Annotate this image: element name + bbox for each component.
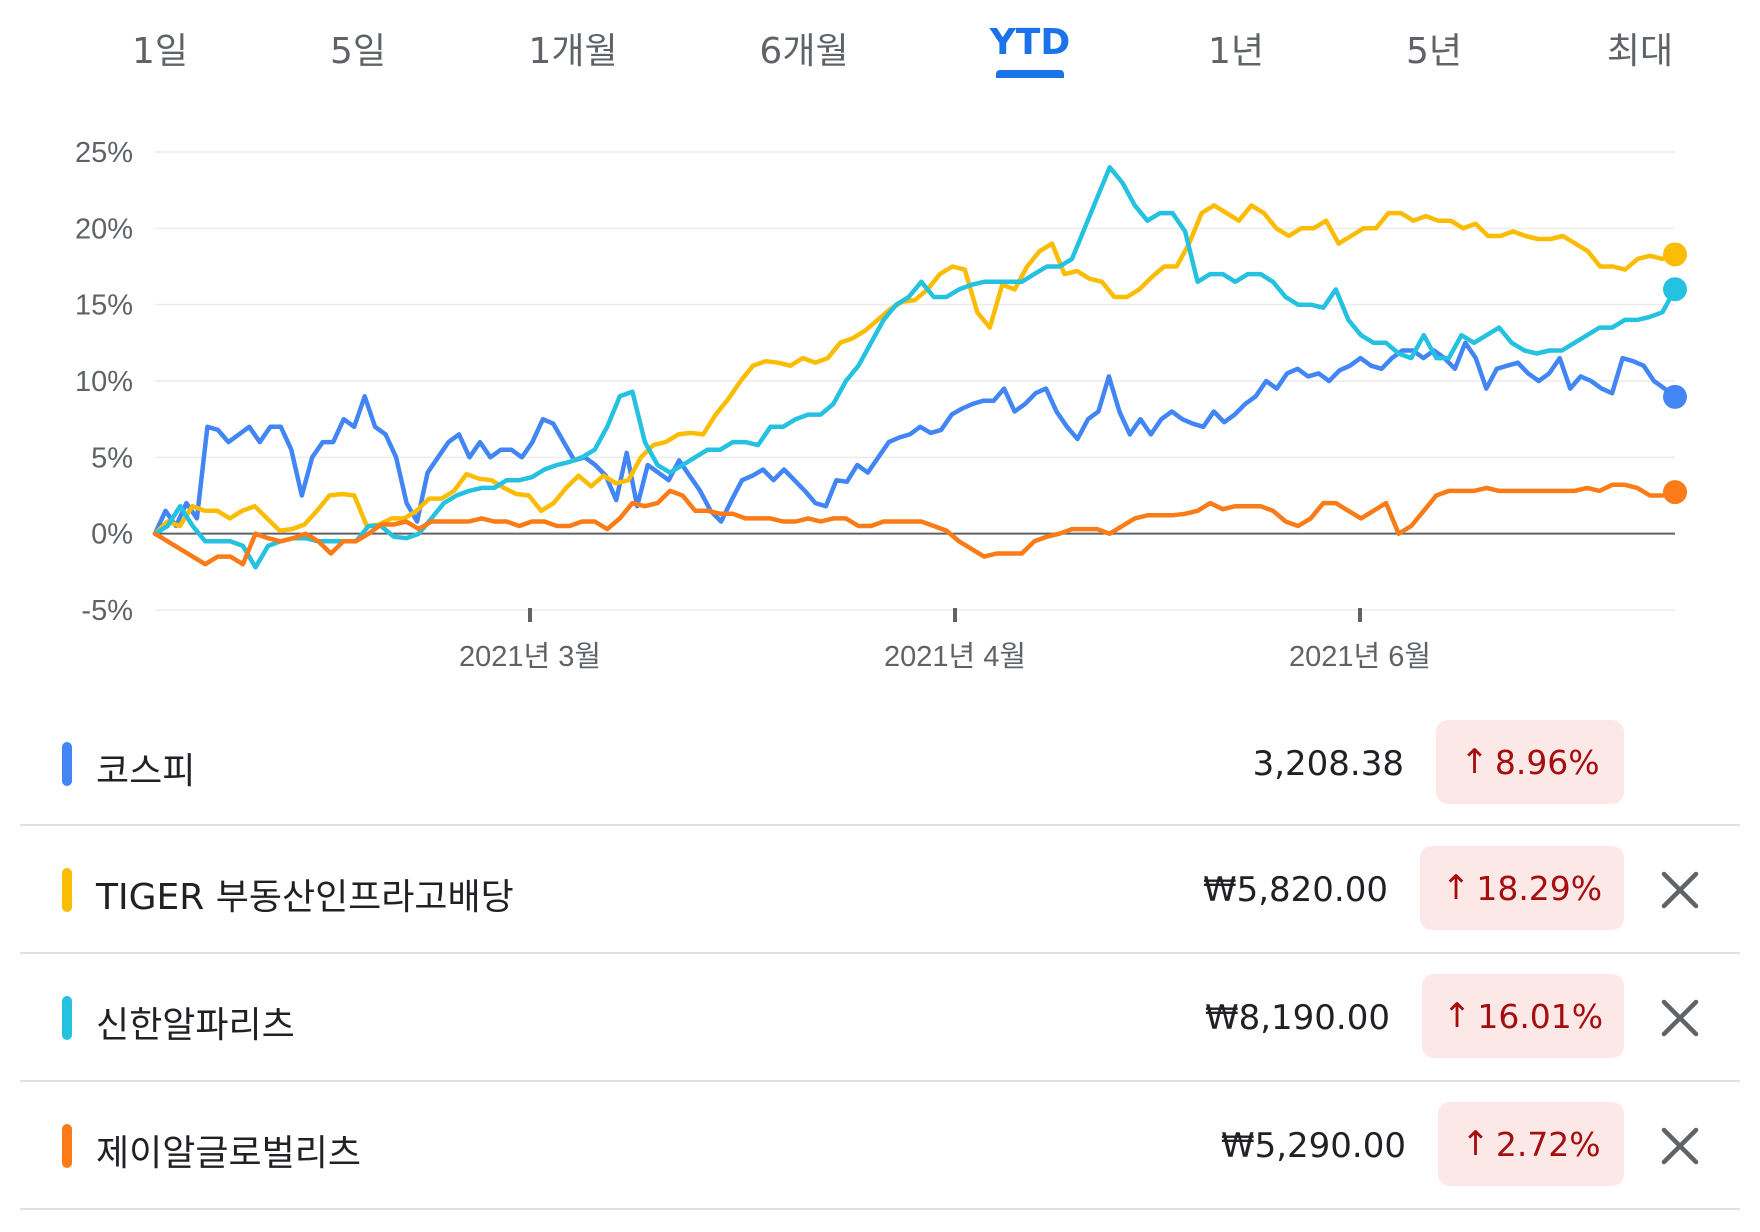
y-tick-label: 0% bbox=[91, 519, 133, 551]
change-percent: 2.72% bbox=[1495, 1124, 1601, 1164]
security-price: ₩5,820.00 bbox=[1202, 870, 1388, 910]
series-line bbox=[152, 482, 1678, 567]
security-name: 신한알파리츠 bbox=[96, 1005, 295, 1046]
comparison-chart[interactable]: 25% 20% 15% 10% 5% 0% -5% 2021년 3월 2021년 4월 2021… bbox=[0, 110, 1760, 690]
close-icon[interactable] bbox=[1656, 994, 1704, 1042]
tab-ytd[interactable]: YTD bbox=[989, 22, 1071, 63]
y-tick-label: 20% bbox=[75, 213, 133, 245]
change-badge: ↑ 18.29% bbox=[1420, 846, 1624, 930]
change-badge: ↑ 2.72% bbox=[1438, 1102, 1624, 1186]
y-tick-label: 15% bbox=[75, 290, 133, 322]
up-arrow-icon: ↑ bbox=[1461, 1124, 1490, 1164]
time-range-tabs: 1일 5일 1개월 6개월 YTD 1년 5년 최대 bbox=[0, 0, 1760, 90]
list-item[interactable]: 코스피 3,208.38 ↑ 8.96% bbox=[20, 700, 1740, 826]
series-end-point bbox=[1663, 480, 1687, 505]
series-line bbox=[152, 203, 1678, 536]
series-end-point bbox=[1663, 242, 1687, 267]
comparison-list: 코스피 3,208.38 ↑ 8.96% TIGER 부동산인프라고배당 ₩5,… bbox=[0, 700, 1760, 1210]
up-arrow-icon: ↑ bbox=[1442, 996, 1472, 1036]
tab-1m[interactable]: 1개월 bbox=[528, 31, 618, 72]
series-color-swatch bbox=[62, 1124, 72, 1168]
tab-1y[interactable]: 1년 bbox=[1207, 31, 1265, 72]
y-tick-label: 5% bbox=[91, 442, 133, 474]
close-icon[interactable] bbox=[1656, 866, 1704, 914]
list-item[interactable]: TIGER 부동산인프라고배당 ₩5,820.00 ↑ 18.29% bbox=[20, 826, 1740, 954]
change-badge: ↑ 16.01% bbox=[1422, 974, 1624, 1058]
x-tick-label: 2021년 6월 bbox=[1289, 640, 1431, 673]
series-line bbox=[152, 340, 1678, 536]
y-tick-label: 10% bbox=[75, 366, 133, 398]
close-icon[interactable] bbox=[1656, 1122, 1704, 1170]
up-arrow-icon: ↑ bbox=[1441, 868, 1471, 908]
tab-5d[interactable]: 5일 bbox=[329, 31, 387, 72]
series-color-swatch bbox=[62, 996, 72, 1040]
change-percent: 8.96% bbox=[1494, 742, 1600, 782]
series-end-point bbox=[1663, 277, 1687, 302]
tab-1d[interactable]: 1일 bbox=[131, 31, 189, 72]
x-tick-label: 2021년 3월 bbox=[459, 640, 601, 673]
security-price: ₩8,190.00 bbox=[1204, 998, 1390, 1038]
security-price: ₩5,290.00 bbox=[1220, 1126, 1406, 1166]
security-price: 3,208.38 bbox=[1252, 744, 1404, 784]
tab-6m[interactable]: 6개월 bbox=[759, 31, 849, 72]
series-end-point bbox=[1663, 384, 1687, 409]
series-color-swatch bbox=[62, 868, 72, 912]
list-item[interactable]: 신한알파리츠 ₩8,190.00 ↑ 16.01% bbox=[20, 954, 1740, 1082]
list-item[interactable]: 제이알글로벌리츠 ₩5,290.00 ↑ 2.72% bbox=[20, 1082, 1740, 1210]
change-percent: 18.29% bbox=[1476, 868, 1603, 908]
series-line bbox=[152, 165, 1678, 570]
tab-max[interactable]: 최대 bbox=[1606, 31, 1674, 72]
security-name: 제이알글로벌리츠 bbox=[96, 1133, 361, 1174]
security-name: 코스피 bbox=[96, 751, 196, 792]
x-tick-label: 2021년 4월 bbox=[884, 640, 1026, 673]
change-badge: ↑ 8.96% bbox=[1436, 720, 1624, 804]
series-color-swatch bbox=[62, 742, 72, 786]
up-arrow-icon: ↑ bbox=[1460, 742, 1489, 782]
active-tab-indicator bbox=[996, 70, 1064, 78]
y-tick-label: 25% bbox=[75, 137, 133, 169]
tab-5y[interactable]: 5년 bbox=[1405, 31, 1463, 72]
change-percent: 16.01% bbox=[1477, 996, 1604, 1036]
y-tick-label: -5% bbox=[81, 595, 133, 627]
security-name: TIGER 부동산인프라고배당 bbox=[96, 877, 514, 918]
